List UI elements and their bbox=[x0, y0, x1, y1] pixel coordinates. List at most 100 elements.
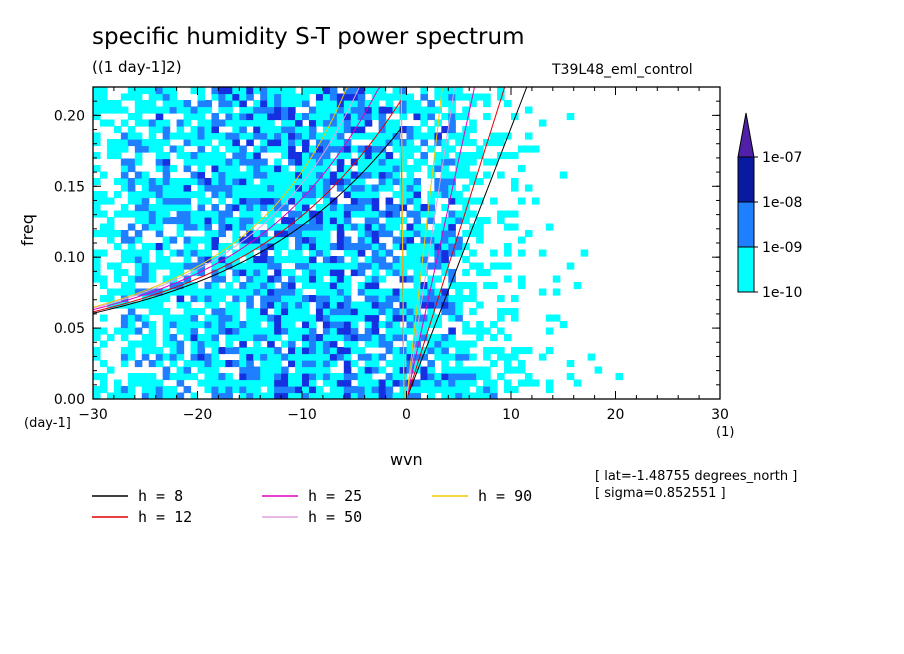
field-cell bbox=[399, 165, 408, 173]
field-cell bbox=[302, 152, 310, 160]
field-cell bbox=[155, 353, 164, 361]
field-cell bbox=[462, 327, 470, 335]
field-cell bbox=[197, 340, 206, 348]
field-cell bbox=[190, 223, 199, 231]
field-cell bbox=[524, 347, 533, 355]
field-cell bbox=[232, 119, 240, 127]
field-cell bbox=[99, 249, 108, 257]
field-cell bbox=[322, 223, 331, 231]
field-cell bbox=[357, 282, 366, 290]
field-cell bbox=[253, 184, 261, 192]
field-cell bbox=[364, 236, 373, 244]
field-cell bbox=[176, 379, 185, 387]
field-cell bbox=[99, 340, 108, 348]
field-cell bbox=[288, 347, 296, 355]
legend-label: h = 12 bbox=[138, 508, 192, 526]
field-cell bbox=[239, 184, 247, 192]
field-cell bbox=[274, 87, 282, 95]
field-cell bbox=[517, 249, 526, 257]
field-cell bbox=[267, 256, 275, 264]
field-cell bbox=[106, 152, 115, 160]
field-cell bbox=[239, 353, 247, 361]
field-cell bbox=[155, 360, 164, 368]
field-cell bbox=[385, 360, 394, 368]
field-cell bbox=[218, 100, 226, 108]
field-cell bbox=[329, 321, 338, 329]
field-cell bbox=[302, 334, 310, 342]
field-cell bbox=[99, 87, 108, 95]
field-cell bbox=[274, 223, 282, 231]
field-cell bbox=[538, 353, 547, 361]
field-cell bbox=[295, 152, 303, 160]
field-cell bbox=[204, 340, 213, 348]
field-cell bbox=[127, 288, 136, 296]
field-cell bbox=[371, 171, 380, 179]
field-cell bbox=[350, 132, 359, 140]
field-cell bbox=[511, 295, 519, 303]
field-cell bbox=[288, 256, 296, 264]
field-cell bbox=[260, 113, 268, 121]
field-cell bbox=[538, 119, 547, 127]
field-cell bbox=[288, 93, 296, 101]
field-cell bbox=[190, 106, 199, 114]
mrg-curve bbox=[93, 126, 407, 399]
field-cell bbox=[155, 184, 164, 192]
field-cell bbox=[364, 282, 373, 290]
field-cell bbox=[336, 327, 345, 335]
field-cell bbox=[378, 223, 387, 231]
field-cell bbox=[302, 295, 310, 303]
field-cell bbox=[490, 197, 498, 205]
field-cell bbox=[127, 275, 136, 283]
field-cell bbox=[315, 87, 324, 95]
field-cell bbox=[148, 87, 157, 95]
field-cell bbox=[448, 295, 456, 303]
field-cell bbox=[281, 295, 289, 303]
field-cell bbox=[218, 308, 226, 316]
field-cell bbox=[455, 360, 463, 368]
field-cell bbox=[406, 132, 415, 140]
field-cell bbox=[218, 223, 226, 231]
field-cell bbox=[448, 340, 456, 348]
field-cell bbox=[420, 353, 428, 361]
field-cell bbox=[378, 178, 387, 186]
field-cell bbox=[329, 269, 338, 277]
field-cell bbox=[308, 353, 317, 361]
field-cell bbox=[281, 366, 289, 374]
field-cell bbox=[413, 334, 422, 342]
field-cell bbox=[427, 230, 435, 238]
field-cell bbox=[406, 243, 415, 251]
field-cell bbox=[281, 236, 289, 244]
field-cell bbox=[225, 106, 233, 114]
field-cell bbox=[420, 87, 428, 95]
field-cell bbox=[211, 334, 219, 342]
field-cell bbox=[385, 230, 394, 238]
field-cell bbox=[364, 243, 373, 251]
field-cell bbox=[385, 321, 394, 329]
field-cell bbox=[336, 126, 345, 134]
field-cell bbox=[281, 386, 289, 394]
field-cell bbox=[232, 314, 240, 322]
field-cell bbox=[343, 171, 352, 179]
field-cell bbox=[350, 197, 359, 205]
field-cell bbox=[427, 308, 435, 316]
field-cell bbox=[322, 360, 331, 368]
field-cell bbox=[295, 353, 303, 361]
field-cell bbox=[322, 262, 331, 270]
field-cell bbox=[302, 366, 310, 374]
field-cell bbox=[566, 262, 575, 270]
field-cell bbox=[385, 119, 394, 127]
field-cell bbox=[302, 230, 310, 238]
field-cell bbox=[448, 178, 456, 186]
field-cell bbox=[322, 217, 331, 225]
field-cell bbox=[253, 126, 261, 134]
field-cell bbox=[302, 275, 310, 283]
field-cell bbox=[329, 295, 338, 303]
field-cell bbox=[120, 236, 129, 244]
field-cell bbox=[127, 347, 136, 355]
field-cell bbox=[232, 269, 240, 277]
field-cell bbox=[308, 217, 317, 225]
field-cell bbox=[211, 158, 219, 166]
field-cell bbox=[155, 106, 164, 114]
field-cell bbox=[155, 158, 164, 166]
field-cell bbox=[302, 210, 310, 218]
